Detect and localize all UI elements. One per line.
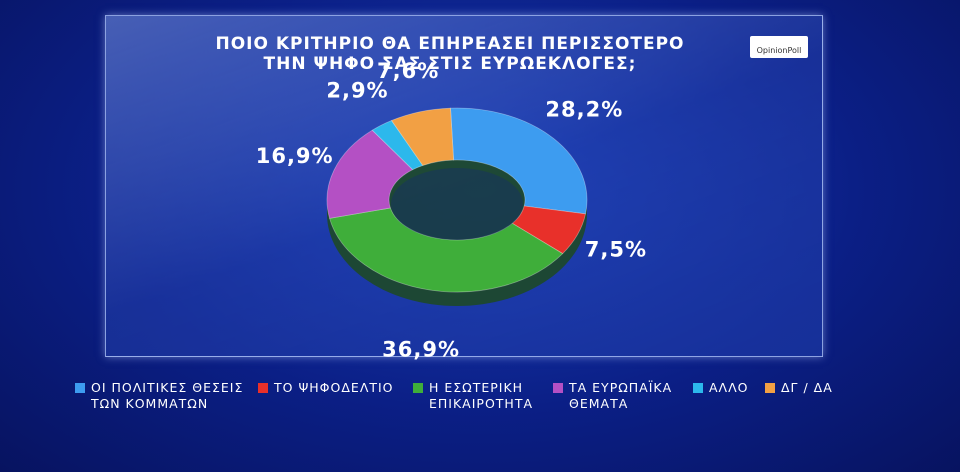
donut-slice [390,107,455,166]
donut-slice [450,107,588,215]
value-label: 7,6% [377,59,439,83]
donut-slice [329,207,564,293]
donut-slice [511,205,587,255]
donut-hole-shadow [391,168,523,240]
legend-swatch [258,383,268,393]
legend-label: ΤΑ ΕΥΡΩΠΑΪΚΑ ΘΕΜΑΤΑ [569,380,673,411]
legend-label: Η ΕΣΩΤΕΡΙΚΗ ΕΠΙΚΑΙΡΟΤΗΤΑ [429,380,534,411]
value-label: 28,2% [545,98,623,122]
legend-swatch [413,383,423,393]
donut-slice [326,129,414,219]
value-label: 36,9% [382,337,460,361]
legend-swatch [75,383,85,393]
legend-swatch [553,383,563,393]
legend-label: ΟΙ ΠΟΛΙΤΙΚΕΣ ΘΕΣΕΙΣ ΤΩΝ ΚΟΜΜΑΤΩΝ [91,380,244,411]
legend-swatch [765,383,775,393]
value-label: 2,9% [326,78,388,102]
logo: OpinionPoll [750,36,808,58]
legend-label: ΔΓ / ΔΑ [781,380,833,395]
legend-label: ΤΟ ΨΗΦΟΔΕΛΤΙΟ [274,380,394,395]
donut-slice [371,120,424,171]
chart-title: ΠΟΙΟ ΚΡΙΤΗΡΙΟ ΘΑ ΕΠΗΡΕΑΣΕΙ ΠΕΡΙΣΣΟΤΕΡΟ Τ… [215,34,685,74]
value-label: 7,5% [585,237,647,261]
legend-swatch [693,383,703,393]
legend-label: ΑΛΛΟ [709,380,749,395]
value-label: 16,9% [256,144,334,168]
